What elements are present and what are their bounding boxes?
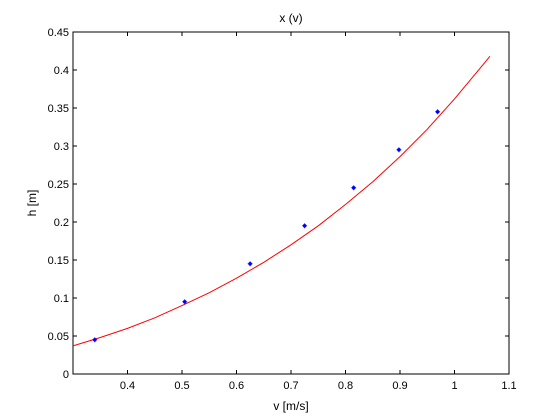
y-tick-label: 0.15 (48, 255, 69, 267)
y-tick-label: 0 (63, 369, 69, 381)
data-point (92, 337, 98, 343)
x-axis-label: v [m/s] (273, 399, 308, 413)
fit-curve-layer (72, 55, 491, 347)
y-tick-label: 0.4 (54, 65, 69, 77)
x-tick-label: 0.9 (392, 380, 407, 392)
data-point (351, 185, 357, 191)
data-point (396, 147, 402, 153)
fit-curve (72, 55, 491, 347)
data-points-layer (92, 109, 441, 343)
chart-title: x (v) (279, 11, 302, 25)
y-tick-label: 0.1 (54, 293, 69, 305)
y-axis-label: h [m] (25, 190, 39, 217)
y-tick-label: 0.35 (48, 103, 69, 115)
axis-ticks: 0.4 0.5 0.6 0.7 0.8 0.9 1 1.1 0 0.05 0.1 0.15 0.2 0.2… (48, 27, 517, 392)
data-point (435, 109, 441, 115)
data-point (182, 299, 188, 305)
x-tick-label: 0.7 (283, 380, 298, 392)
plot-area (72, 31, 510, 375)
y-tick-label: 0.3 (54, 141, 69, 153)
y-tick-label: 0.45 (48, 27, 69, 39)
y-tick-label: 0.05 (48, 331, 69, 343)
y-tick-label: 0.2 (54, 217, 69, 229)
x-tick-label: 0.5 (174, 380, 189, 392)
x-tick-label: 1 (451, 380, 457, 392)
data-point (247, 261, 253, 267)
x-tick-label: 0.4 (120, 380, 135, 392)
x-tick-label: 0.8 (338, 380, 353, 392)
x-tick-label: 0.6 (229, 380, 244, 392)
x-tick-label: 1.1 (501, 380, 516, 392)
y-tick-label: 0.25 (48, 179, 69, 191)
data-point (302, 223, 308, 229)
